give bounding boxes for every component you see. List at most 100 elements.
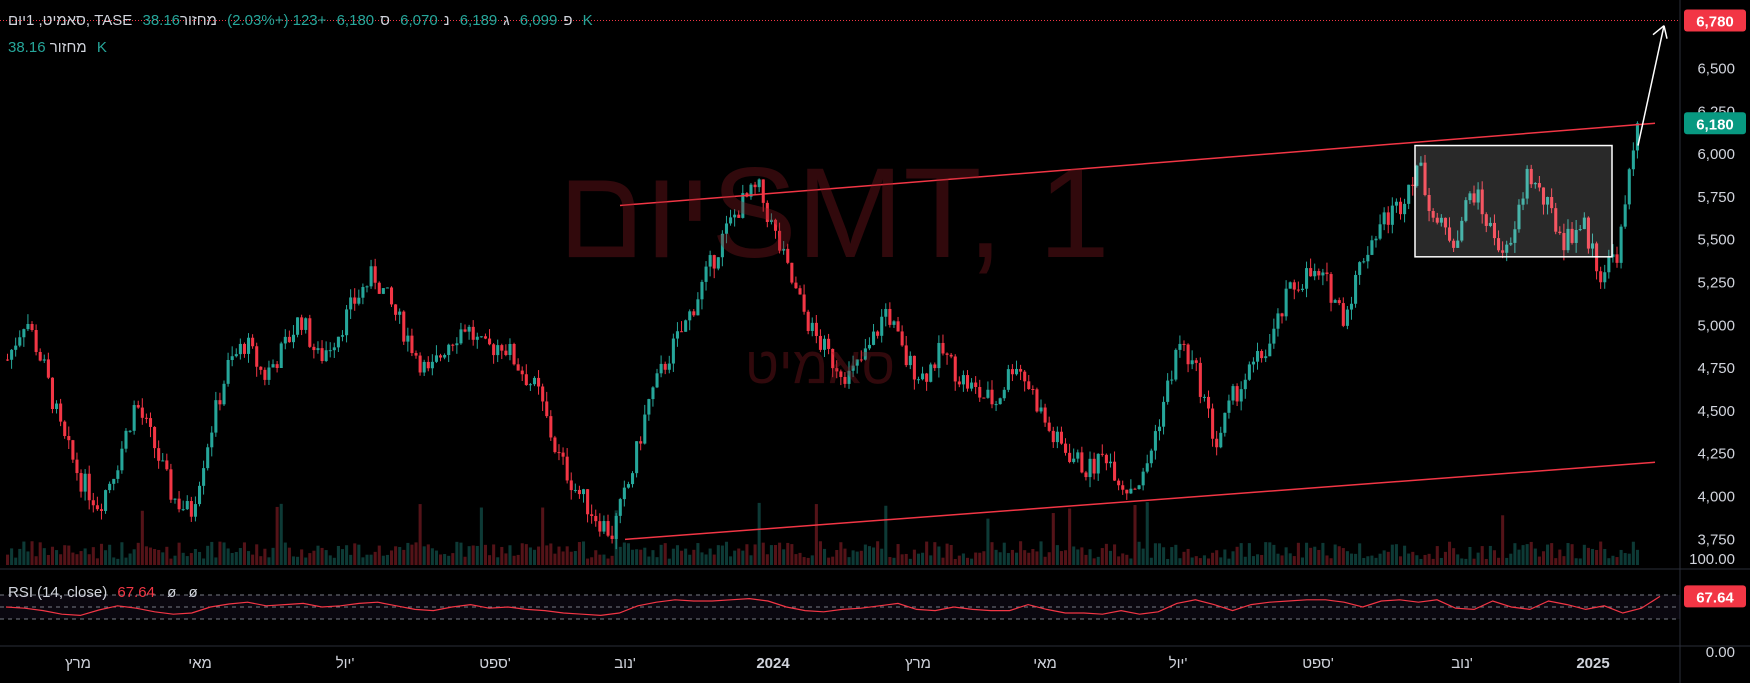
x-tick-label: 2025 bbox=[1576, 655, 1609, 672]
volume-bar bbox=[1153, 543, 1157, 565]
volume-bar bbox=[590, 557, 594, 565]
candle-body bbox=[855, 359, 859, 366]
volume-bar bbox=[434, 550, 438, 565]
volume-bar bbox=[242, 542, 246, 565]
candle-body bbox=[545, 401, 549, 417]
candle-body bbox=[349, 297, 353, 310]
volume-bar bbox=[1382, 550, 1386, 565]
candle-body bbox=[549, 416, 553, 438]
volume-bar bbox=[1505, 557, 1509, 565]
price-axis[interactable]: 6,5006,2506,0005,7505,5005,2505,0004,750… bbox=[65, 9, 1746, 672]
volume-bar bbox=[741, 550, 745, 565]
x-tick-label: מרץ bbox=[65, 655, 91, 672]
volume-bar bbox=[1411, 551, 1415, 565]
candle-body bbox=[430, 361, 434, 369]
volume-bar bbox=[173, 555, 177, 565]
volume-bar bbox=[1509, 553, 1513, 565]
candle-body bbox=[835, 368, 839, 372]
volume-bar bbox=[291, 556, 296, 565]
volume-bar bbox=[712, 554, 716, 565]
candle-body bbox=[1182, 343, 1186, 345]
volume-bar bbox=[1366, 556, 1370, 565]
candle-body bbox=[14, 345, 18, 350]
volume-bar bbox=[1345, 551, 1349, 565]
volume-bar bbox=[369, 554, 373, 565]
volume-bar bbox=[206, 545, 210, 565]
volume-bar bbox=[1403, 545, 1407, 565]
candle-body bbox=[520, 370, 524, 375]
candle-body bbox=[1558, 231, 1562, 234]
candle-body bbox=[71, 440, 75, 460]
volume-bar bbox=[843, 548, 847, 565]
volume-bar bbox=[651, 550, 655, 565]
candle-body bbox=[1415, 165, 1419, 186]
candle-body bbox=[720, 233, 724, 258]
volume-bar bbox=[1178, 558, 1182, 565]
volume-bar bbox=[1349, 553, 1354, 565]
volume-bar bbox=[1321, 542, 1325, 565]
candle-body bbox=[1113, 461, 1117, 481]
candle-body bbox=[422, 361, 426, 373]
candle-body bbox=[949, 354, 953, 357]
candle-body bbox=[675, 331, 680, 339]
volume-bar bbox=[1525, 544, 1529, 565]
volume-bar bbox=[104, 550, 108, 565]
volume-bar bbox=[635, 549, 639, 565]
candle-body bbox=[1080, 452, 1084, 473]
candle-body bbox=[173, 498, 177, 500]
candle-body bbox=[843, 376, 847, 384]
volume-bar bbox=[492, 544, 496, 565]
candle-body bbox=[189, 501, 193, 517]
volume-bar bbox=[1607, 558, 1611, 565]
candle-body bbox=[1423, 162, 1427, 196]
volume-bar bbox=[892, 557, 896, 565]
rsi-label[interactable]: RSI (14, close) bbox=[8, 584, 108, 601]
x-tick-label: מאי bbox=[188, 655, 212, 672]
symbol-title[interactable]: סאמיט, 1יום, TASE bbox=[8, 12, 133, 29]
volume-bar bbox=[1423, 554, 1427, 565]
volume-bar bbox=[1611, 555, 1615, 565]
candle-body bbox=[1300, 288, 1305, 290]
volume-bar bbox=[108, 544, 112, 565]
volume-bar bbox=[312, 550, 316, 565]
candle-body bbox=[696, 299, 700, 316]
volume-bar bbox=[1337, 546, 1341, 565]
candle-body bbox=[34, 330, 38, 352]
volume-bar bbox=[1108, 550, 1113, 565]
rsi-axis-bottom: 0.00 bbox=[1706, 644, 1735, 661]
volume-bar bbox=[1452, 548, 1456, 565]
volume-bar bbox=[1635, 549, 1639, 565]
candle-body bbox=[598, 521, 602, 532]
y-tick-label: 4,750 bbox=[1697, 360, 1735, 377]
volume-bar bbox=[1562, 556, 1566, 565]
volume-bar bbox=[14, 557, 18, 565]
candle-body bbox=[622, 487, 626, 500]
volume-bar bbox=[823, 548, 827, 565]
rsi-legend: RSI (14, close) 67.64 ø ø bbox=[8, 584, 198, 601]
volume-bar bbox=[1501, 515, 1505, 565]
candle-body bbox=[1141, 471, 1145, 486]
candle-body bbox=[83, 473, 87, 492]
candle-body bbox=[30, 324, 34, 331]
volume-bar bbox=[1358, 543, 1362, 565]
candle-body bbox=[978, 386, 982, 398]
candle-body bbox=[757, 179, 761, 188]
candle-body bbox=[1313, 271, 1317, 277]
candlesticks bbox=[6, 121, 1639, 550]
volume-bar bbox=[512, 555, 516, 565]
candle-body bbox=[308, 318, 312, 347]
candle-body bbox=[1358, 262, 1362, 275]
volume-bar bbox=[1039, 541, 1043, 565]
volume-bar bbox=[1260, 554, 1264, 565]
volume-bar bbox=[508, 545, 512, 565]
volume-bar bbox=[1006, 553, 1010, 565]
volume-bar bbox=[880, 548, 884, 565]
volume-bar bbox=[34, 556, 38, 565]
volume-bar bbox=[692, 549, 696, 565]
candle-body bbox=[55, 403, 59, 409]
volume-bar bbox=[757, 502, 761, 565]
volume-bar bbox=[900, 554, 904, 565]
volume-bar bbox=[381, 555, 385, 565]
candle-body bbox=[1476, 189, 1480, 203]
